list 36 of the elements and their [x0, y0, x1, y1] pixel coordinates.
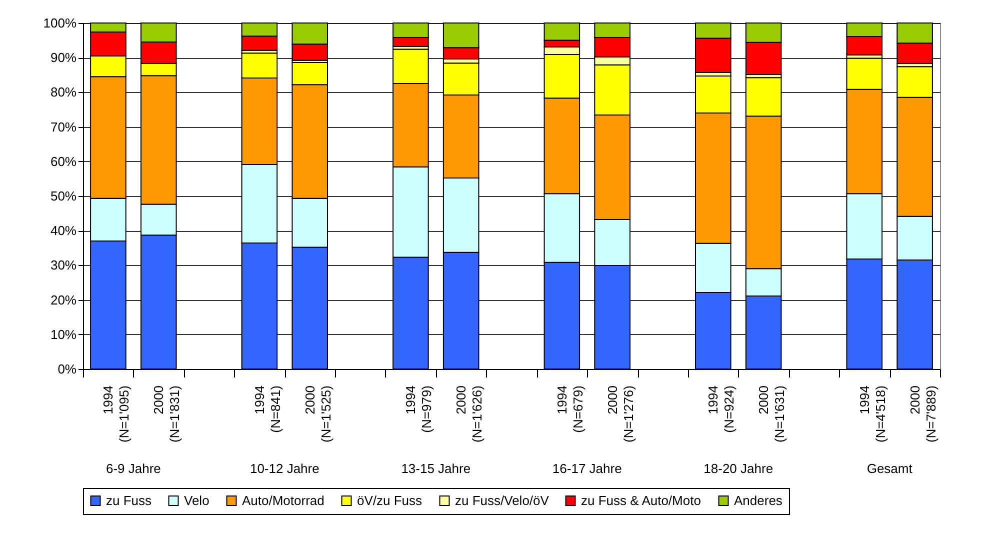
legend-label: zu Fuss: [106, 492, 152, 508]
legend-label: zu Fuss/Velo/öV: [455, 492, 550, 508]
x-tick-label: 2000 (N=7'889): [907, 386, 938, 443]
y-tick-label: 90%: [50, 50, 77, 66]
text: 10-12 Jahre: [250, 461, 320, 476]
x-tick-label: 1994 (N=924): [706, 386, 737, 433]
x-tick-label: 2000 (N=1'626): [454, 386, 485, 443]
x-tick-label: 1994 (N=979): [403, 386, 434, 433]
legend-label: zu Fuss & Auto/Moto: [581, 492, 701, 508]
legend-label: Velo: [184, 492, 210, 508]
legend-label: öV/zu Fuss: [357, 492, 423, 508]
y-tick-label: 100%: [43, 16, 77, 30]
text: 6-9 Jahre: [106, 461, 161, 476]
y-tick-label: 10%: [50, 326, 77, 342]
x-tick-label: 1994 (N=841): [252, 386, 283, 433]
y-tick-label: 0%: [58, 362, 77, 376]
x-tick-label: 2000 (N=1'525): [302, 386, 334, 443]
text: 18-20 Jahre: [704, 461, 774, 476]
text: Gesamt: [866, 461, 913, 476]
y-tick-label: 70%: [50, 119, 77, 134]
legend-label: Anderes: [734, 492, 783, 508]
x-tick-label: 2000 (N=1'631): [756, 386, 788, 443]
legend-label: Auto/Motorrad: [242, 492, 324, 508]
y-tick-label: 30%: [50, 258, 77, 273]
y-tick-label: 40%: [50, 223, 77, 238]
y-tick-label: 20%: [50, 292, 77, 308]
y-tick-label: 50%: [50, 188, 77, 204]
text: 16-17 Jahre: [552, 461, 622, 476]
x-tick-label: 1994 (N=679): [554, 386, 586, 433]
x-tick-label: 2000 (N=1'831): [151, 386, 182, 443]
text: 13-15 Jahre: [401, 461, 471, 476]
y-tick-label: 80%: [50, 84, 77, 100]
x-tick-label: 1994 (N=4'518): [856, 386, 888, 443]
x-tick-label: 1994 (N=1'095): [100, 386, 132, 443]
x-tick-label: 2000 (N=1'276): [604, 386, 636, 443]
y-tick-label: 60%: [50, 154, 77, 169]
